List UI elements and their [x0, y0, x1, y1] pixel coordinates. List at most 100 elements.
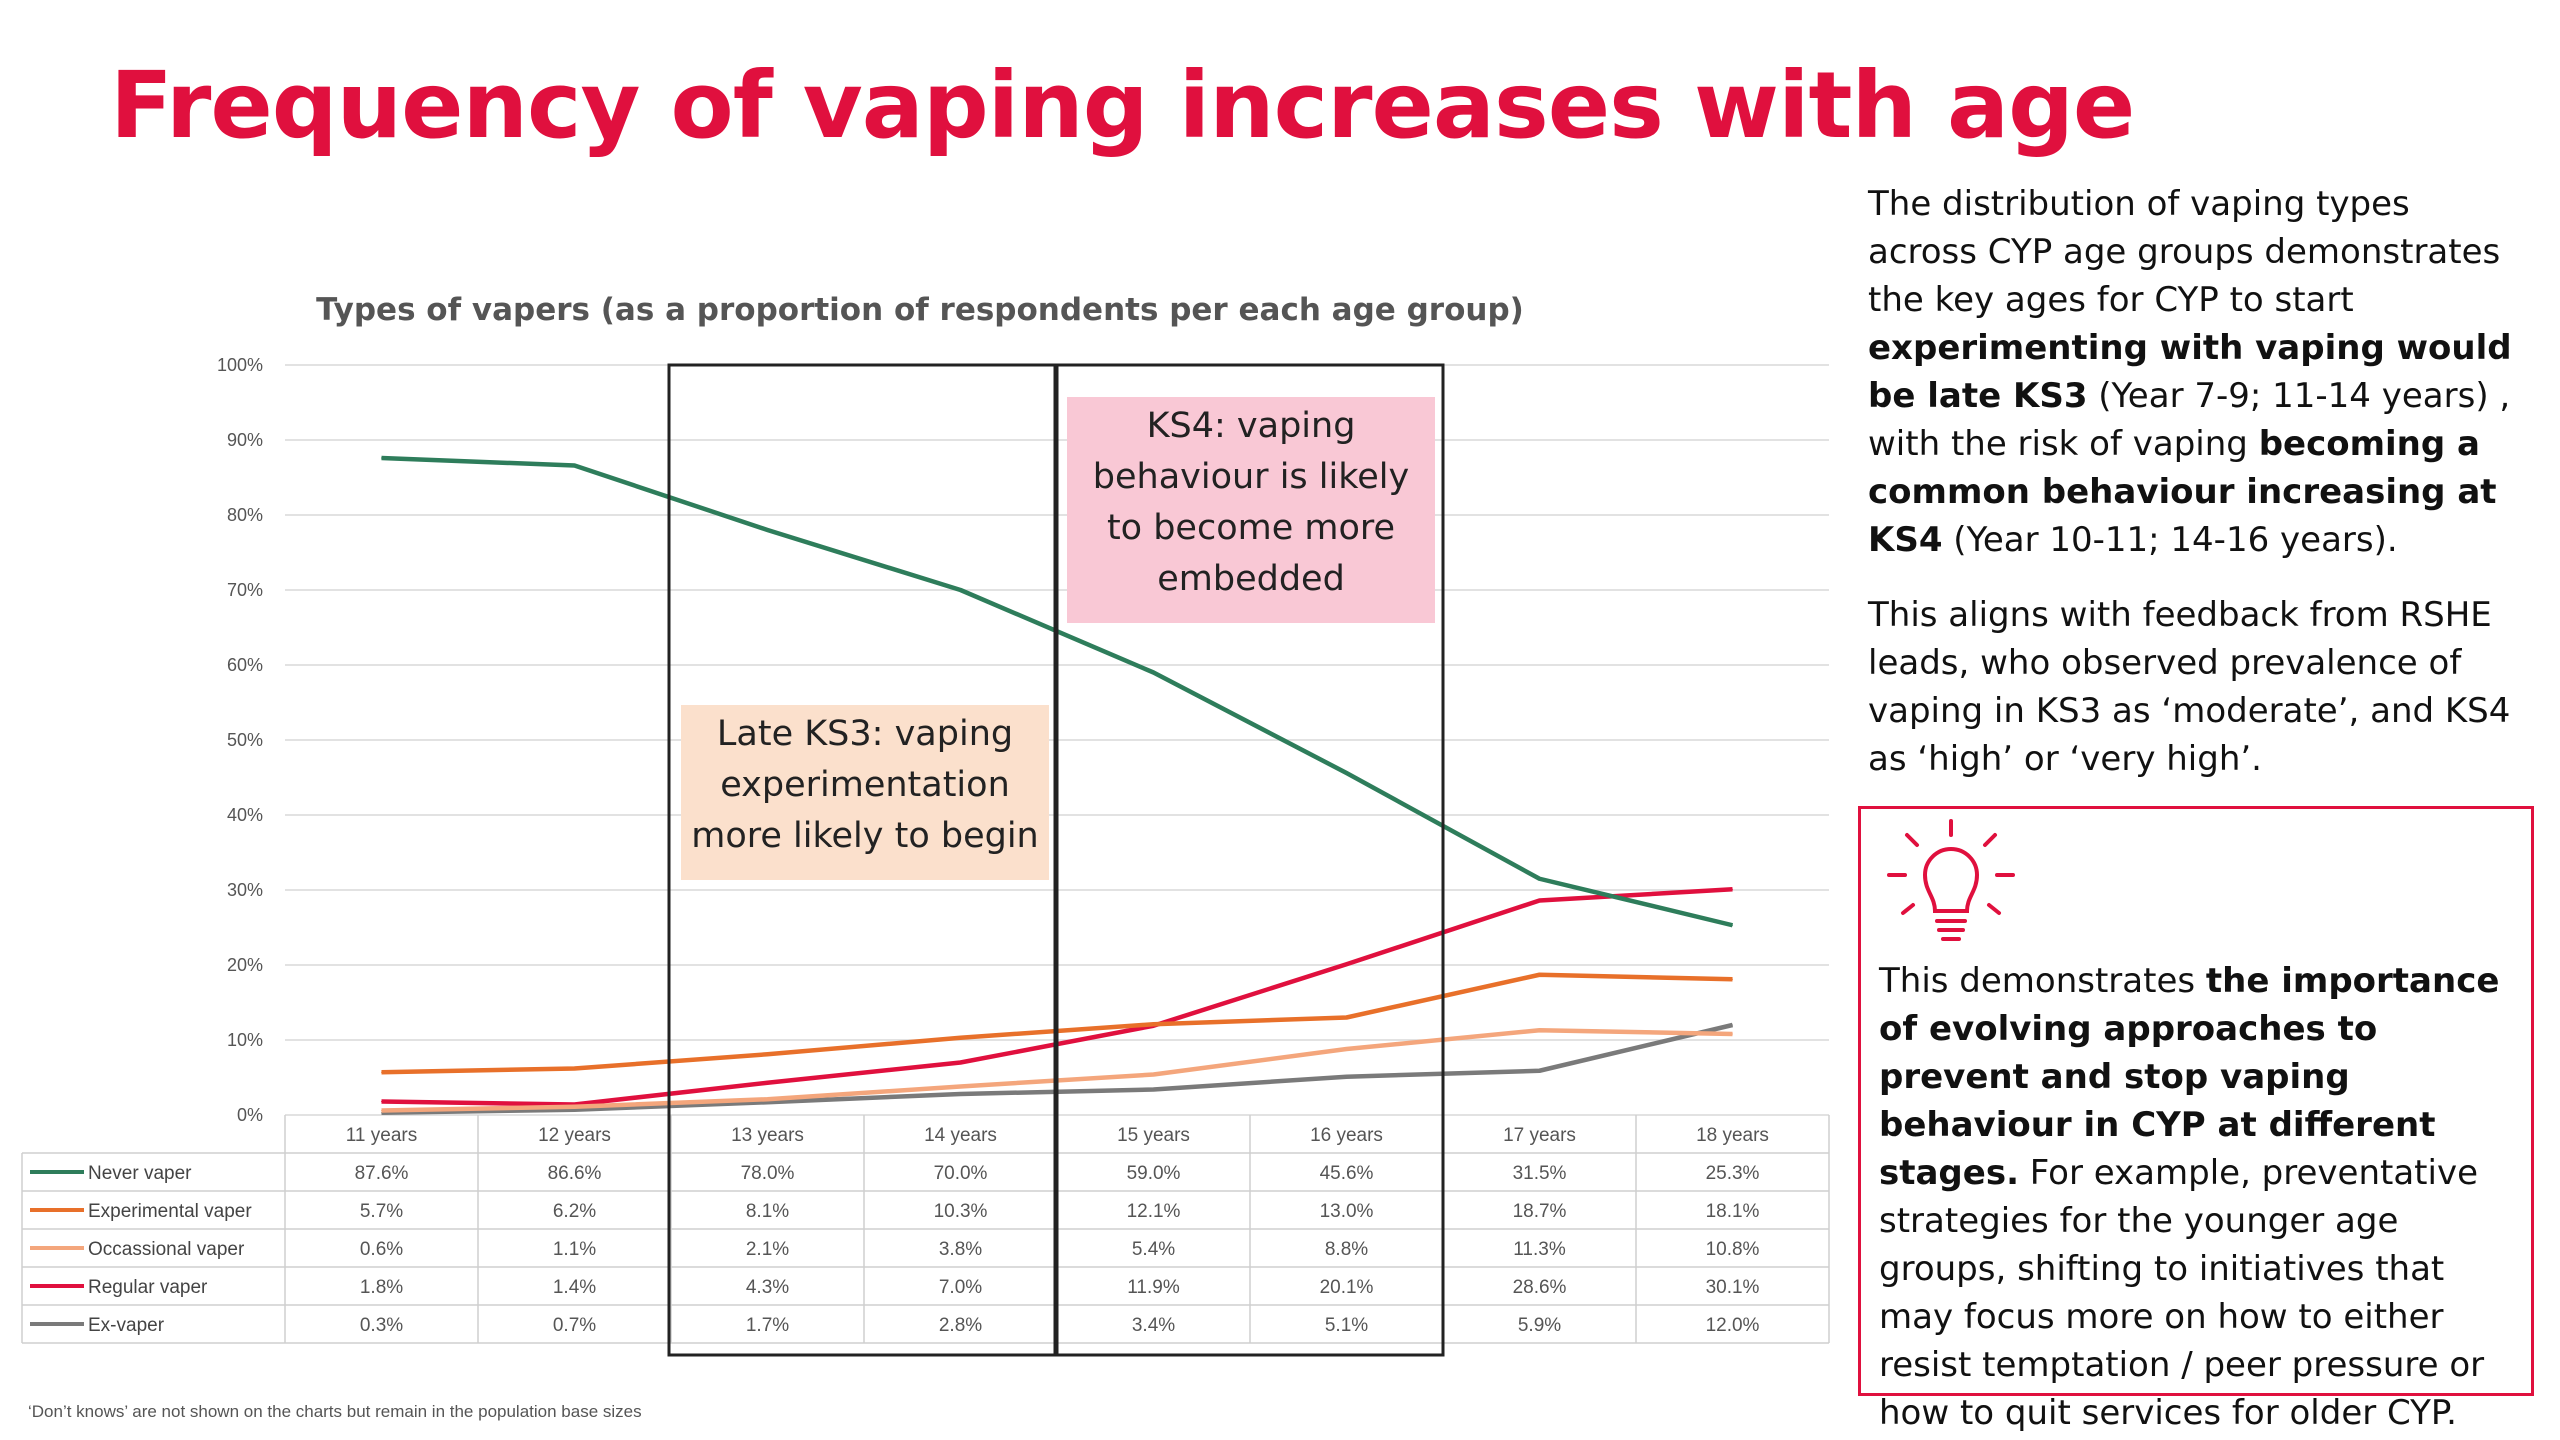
data-value: 10.3% — [934, 1201, 988, 1222]
page-title: Frequency of vaping increases with age — [110, 52, 2135, 159]
annotation-text: behaviour is likely — [1093, 457, 1409, 497]
data-point — [767, 1098, 768, 1100]
data-point — [381, 1101, 382, 1102]
annotation-box — [681, 705, 1049, 880]
commentary-paragraph-1: The distribution of vaping types across … — [1868, 180, 2528, 564]
data-point — [1732, 1024, 1733, 1026]
data-value: 87.6% — [355, 1163, 409, 1184]
commentary-paragraph-2: This aligns with feedback from RSHE lead… — [1868, 595, 2511, 779]
data-point — [960, 1093, 961, 1095]
data-value: 1.8% — [360, 1277, 403, 1298]
data-point — [1346, 1076, 1347, 1078]
data-value: 78.0% — [741, 1163, 795, 1184]
annotation-text: experimentation — [720, 765, 1010, 805]
data-point — [767, 1053, 768, 1055]
y-tick-label: 20% — [227, 955, 263, 975]
data-point — [1153, 1074, 1154, 1075]
data-value: 0.7% — [553, 1315, 596, 1336]
data-value: 6.2% — [553, 1201, 596, 1222]
data-point — [960, 1062, 961, 1063]
data-value: 31.5% — [1513, 1163, 1567, 1184]
data-point — [767, 1101, 768, 1103]
data-value: 5.1% — [1325, 1315, 1368, 1336]
x-tick-label: 15 years — [1117, 1125, 1190, 1146]
data-value: 4.3% — [746, 1277, 789, 1298]
commentary-text: (Year 7-9; 11-14 years) , with the risk … — [1868, 376, 2511, 464]
data-value: 1.1% — [553, 1239, 596, 1260]
commentary-emphasis: experimenting with vaping would be late … — [1868, 328, 2512, 416]
data-value: 2.1% — [746, 1239, 789, 1260]
annotation-text: more likely to begin — [691, 816, 1039, 856]
footnote: ‘Don’t knows’ are not shown on the chart… — [28, 1402, 642, 1421]
data-value: 28.6% — [1513, 1277, 1567, 1298]
x-tick-label: 18 years — [1696, 1125, 1769, 1146]
legend-label: Never vaper — [88, 1163, 192, 1184]
data-point — [1539, 1070, 1540, 1072]
data-value: 59.0% — [1127, 1163, 1181, 1184]
annotation-box — [1067, 397, 1435, 623]
callout-emphasis: the importance of evolving approaches to… — [1879, 961, 2500, 1193]
y-tick-label: 50% — [227, 730, 263, 750]
data-value: 20.1% — [1320, 1277, 1374, 1298]
insight-callout: This demonstrates the importance of evol… — [1858, 806, 2534, 1433]
data-value: 3.8% — [939, 1239, 982, 1260]
data-value: 8.8% — [1325, 1239, 1368, 1260]
callout-text: This demonstrates the importance of evol… — [1879, 957, 2527, 1437]
data-value: 18.7% — [1513, 1201, 1567, 1222]
data-point — [574, 465, 575, 466]
data-value: 25.3% — [1706, 1163, 1760, 1184]
data-point — [960, 1037, 961, 1039]
y-tick-label: 60% — [227, 655, 263, 675]
data-point — [1346, 1048, 1347, 1050]
callout-text-part: This demonstrates — [1879, 961, 2206, 1001]
data-point — [960, 589, 961, 591]
x-tick-label: 12 years — [538, 1125, 611, 1146]
data-point — [1732, 1033, 1733, 1035]
data-value: 5.4% — [1132, 1239, 1175, 1260]
x-tick-label: 11 years — [346, 1125, 417, 1146]
commentary-text: The distribution of vaping types across … — [1868, 184, 2501, 320]
side-commentary: The distribution of vaping types across … — [1868, 180, 2528, 810]
y-tick-label: 90% — [227, 430, 263, 450]
data-value: 18.1% — [1706, 1201, 1760, 1222]
data-point — [1153, 1089, 1154, 1090]
data-point — [574, 1106, 575, 1108]
y-tick-label: 0% — [237, 1105, 263, 1125]
data-point — [1732, 888, 1733, 890]
data-value: 5.7% — [360, 1201, 403, 1222]
legend-label: Regular vaper — [88, 1277, 208, 1298]
data-point — [1732, 924, 1733, 926]
legend-label: Occassional vaper — [88, 1239, 245, 1260]
chart-area: Types of vapers (as a proportion of resp… — [0, 260, 1870, 1440]
data-point — [1346, 963, 1347, 965]
data-point — [1346, 1017, 1347, 1018]
data-point — [381, 457, 382, 459]
legend-label: Experimental vaper — [88, 1201, 252, 1222]
data-value: 1.4% — [553, 1277, 596, 1298]
data-point — [1346, 772, 1347, 774]
data-point — [960, 1086, 961, 1087]
commentary-text: (Year 10-11; 14-16 years). — [1942, 520, 2398, 560]
data-point — [574, 1068, 575, 1069]
legend-label: Ex-vaper — [88, 1315, 165, 1336]
data-value: 2.8% — [939, 1315, 982, 1336]
data-point — [574, 1109, 575, 1111]
lightbulb-icon — [1887, 819, 2015, 941]
chart-title: Types of vapers (as a proportion of resp… — [316, 292, 1524, 328]
data-value: 5.9% — [1518, 1315, 1561, 1336]
data-value: 1.7% — [746, 1315, 789, 1336]
y-tick-label: 80% — [227, 505, 263, 525]
y-tick-label: 100% — [217, 355, 263, 375]
data-point — [1153, 1023, 1154, 1025]
data-point — [381, 1110, 382, 1111]
data-value: 86.6% — [548, 1163, 602, 1184]
annotation-text: KS4: vaping — [1147, 406, 1356, 446]
x-tick-label: 16 years — [1310, 1125, 1383, 1146]
y-tick-label: 10% — [227, 1030, 263, 1050]
data-value: 45.6% — [1320, 1163, 1374, 1184]
annotation-text: Late KS3: vaping — [717, 714, 1013, 754]
data-value: 70.0% — [934, 1163, 988, 1184]
data-value: 11.9% — [1127, 1277, 1180, 1298]
data-value: 3.4% — [1132, 1315, 1175, 1336]
data-point — [1153, 672, 1154, 673]
